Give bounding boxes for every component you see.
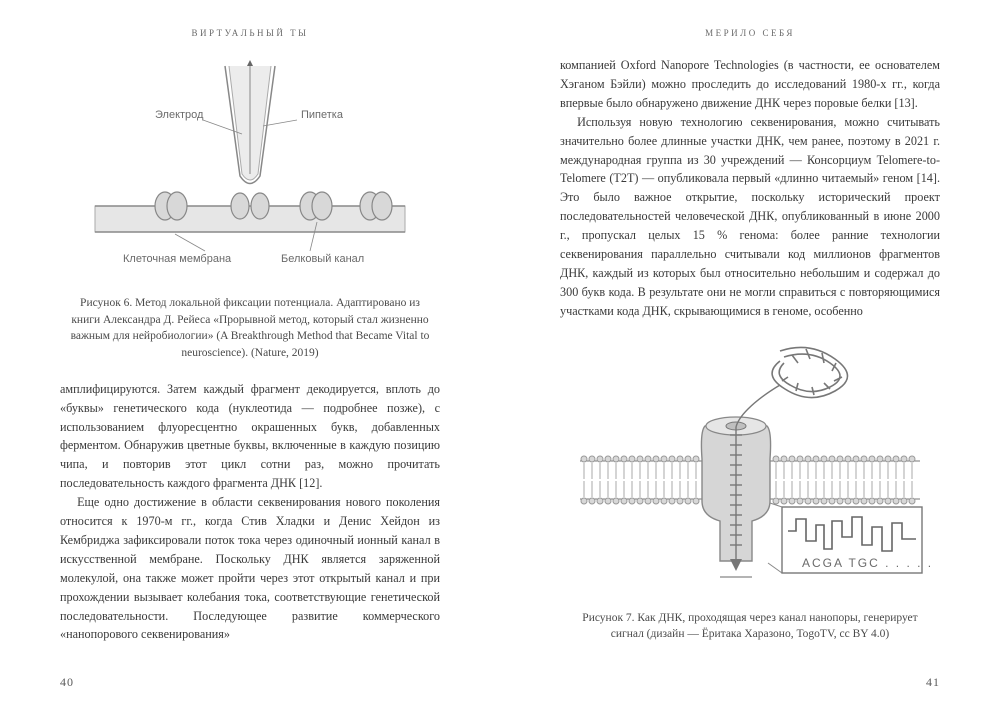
caption-figure-6: Рисунок 6. Метод локальной фиксации поте… bbox=[70, 295, 430, 362]
label-electrode: Электрод bbox=[155, 109, 204, 121]
page-left: ВИРТУАЛЬНЫЙ ТЫ bbox=[0, 0, 500, 712]
running-head-right: МЕРИЛО СЕБЯ bbox=[560, 28, 940, 38]
figure-6: Электрод Пипетка Клеточная мембрана Белк… bbox=[85, 56, 415, 281]
para-right-1: компанией Oxford Nanopore Technologies (… bbox=[560, 56, 940, 113]
para-left-2: Еще одно достижение в области секвениров… bbox=[60, 493, 440, 644]
label-membrane: Клеточная мембрана bbox=[123, 253, 232, 265]
label-channel: Белковый канал bbox=[281, 253, 364, 265]
page-number-right: 41 bbox=[926, 675, 940, 690]
figure-7: ACGA TGC . . . . . bbox=[570, 331, 930, 596]
page-number-left: 40 bbox=[60, 675, 74, 690]
body-text-right: компанией Oxford Nanopore Technologies (… bbox=[560, 56, 940, 321]
body-text-left: амплифицируются. Затем каждый фрагмент д… bbox=[60, 380, 440, 645]
para-left-1: амплифицируются. Затем каждый фрагмент д… bbox=[60, 380, 440, 493]
figure-7-svg: ACGA TGC . . . . . bbox=[570, 331, 930, 591]
figure-6-svg: Электрод Пипетка Клеточная мембрана Белк… bbox=[85, 56, 415, 276]
signal-label: ACGA TGC . . . . . bbox=[802, 556, 930, 570]
para-right-2: Используя новую технологию секвенировани… bbox=[560, 113, 940, 321]
label-pipette: Пипетка bbox=[301, 109, 344, 121]
running-head-left: ВИРТУАЛЬНЫЙ ТЫ bbox=[60, 28, 440, 38]
page-right: МЕРИЛО СЕБЯ компанией Oxford Nanopore Te… bbox=[500, 0, 1000, 712]
book-spread: ВИРТУАЛЬНЫЙ ТЫ bbox=[0, 0, 1000, 712]
caption-figure-7: Рисунок 7. Как ДНК, проходящая через кан… bbox=[570, 610, 930, 643]
